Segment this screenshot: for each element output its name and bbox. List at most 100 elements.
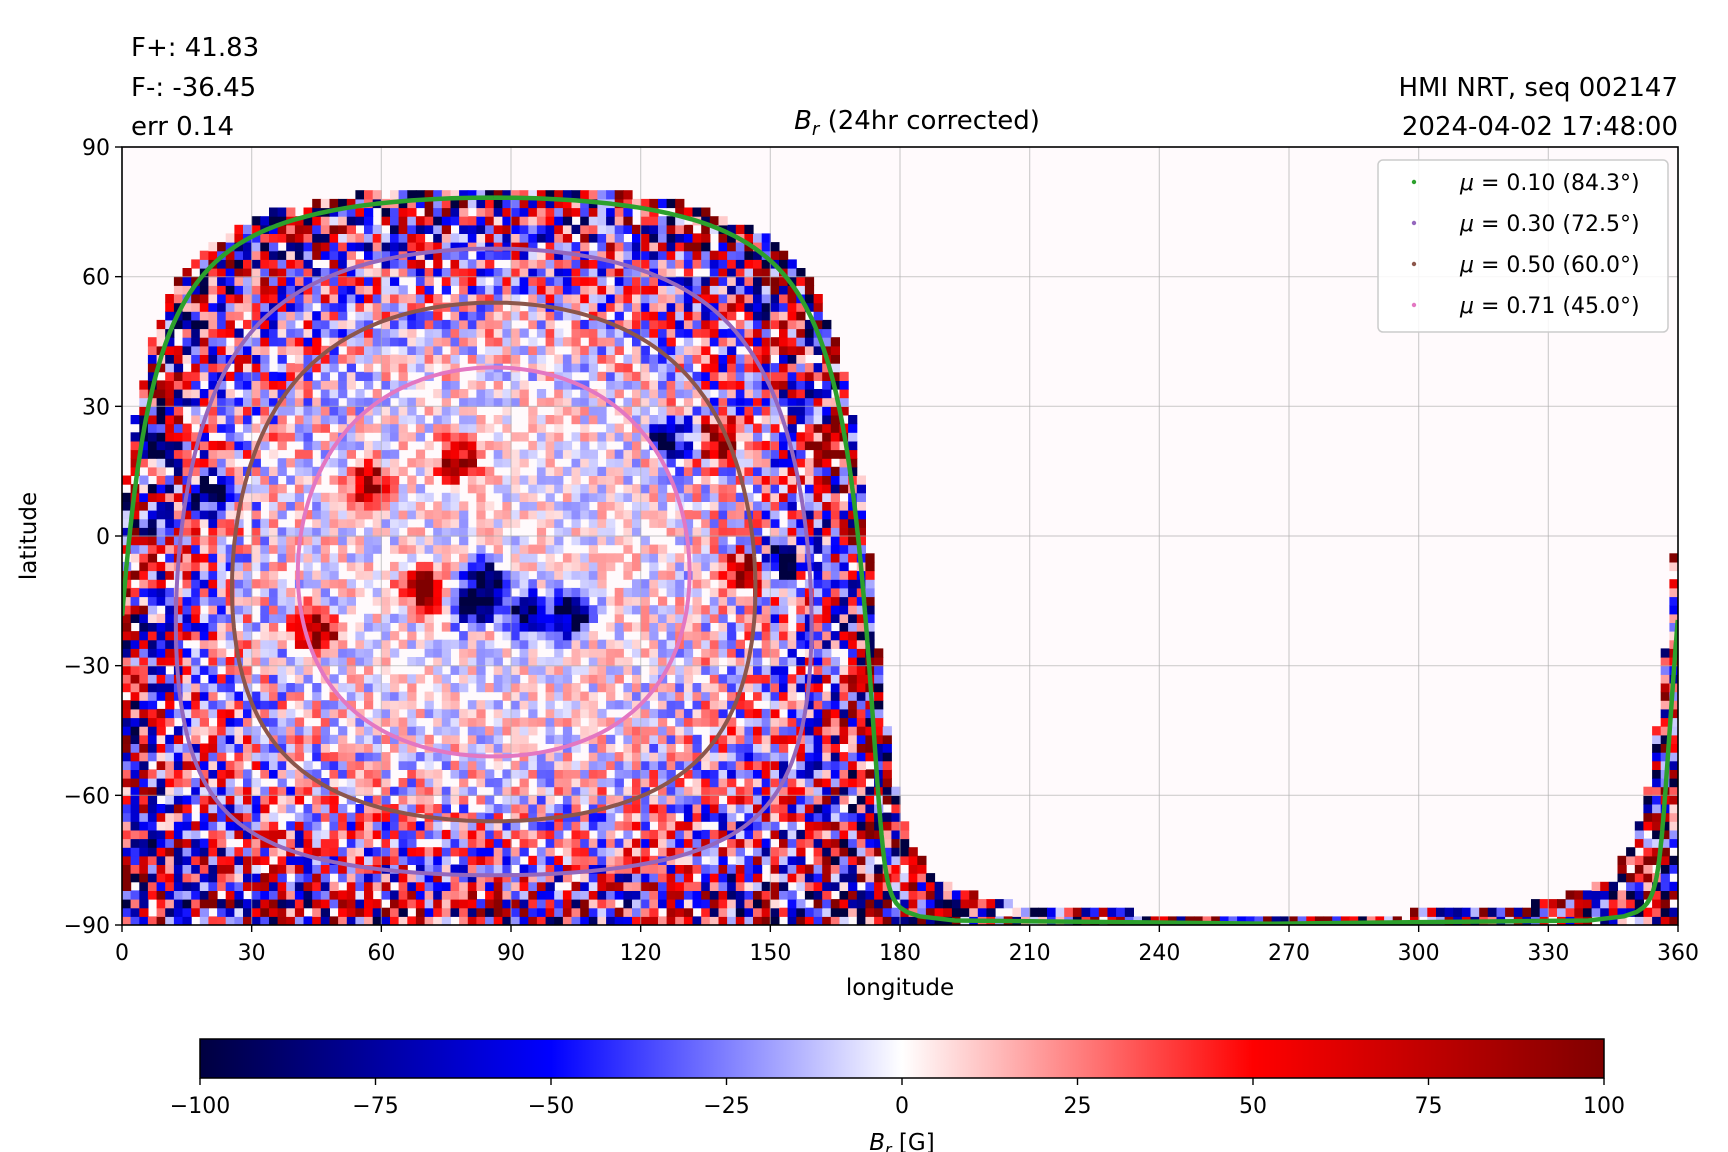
- heatmap-cell: [476, 596, 486, 606]
- heatmap-cell: [770, 579, 780, 589]
- heatmap-cell: [1574, 890, 1584, 900]
- heatmap-cell: [346, 907, 356, 917]
- heatmap-cell: [251, 527, 261, 537]
- heatmap-cell: [139, 527, 149, 537]
- heatmap-cell: [545, 657, 555, 667]
- heatmap-cell: [856, 786, 866, 796]
- heatmap-cell: [571, 795, 581, 805]
- heatmap-cell: [554, 657, 564, 667]
- heatmap-cell: [502, 622, 512, 632]
- heatmap-cell: [830, 475, 840, 485]
- heatmap-cell: [303, 855, 313, 865]
- heatmap-cell: [338, 899, 348, 909]
- heatmap-cell: [130, 873, 140, 883]
- heatmap-cell: [320, 873, 330, 883]
- heatmap-cell: [571, 665, 581, 675]
- heatmap-cell: [493, 648, 503, 658]
- heatmap-cell: [614, 881, 624, 891]
- heatmap-cell: [554, 432, 564, 442]
- heatmap-cell: [372, 899, 382, 909]
- heatmap-cell: [122, 622, 132, 632]
- heatmap-cell: [839, 397, 849, 407]
- heatmap-cell: [303, 605, 313, 615]
- heatmap-cell: [804, 518, 815, 528]
- heatmap-cell: [173, 510, 184, 520]
- heatmap-cell: [156, 752, 166, 762]
- heatmap-cell: [632, 743, 642, 753]
- heatmap-cell: [666, 708, 676, 719]
- heatmap-cell: [588, 458, 598, 468]
- heatmap-cell: [1652, 881, 1662, 891]
- heatmap-cell: [830, 795, 840, 805]
- heatmap-cell: [675, 864, 685, 874]
- heatmap-cell: [269, 786, 279, 796]
- heatmap-cell: [796, 700, 806, 710]
- heatmap-cell: [856, 752, 866, 762]
- heatmap-cell: [398, 812, 408, 822]
- heatmap-cell: [147, 708, 158, 719]
- heatmap-cell: [286, 432, 296, 442]
- heatmap-cell: [338, 752, 348, 762]
- heatmap-cell: [640, 734, 650, 744]
- heatmap-cell: [286, 613, 296, 623]
- heatmap-cell: [191, 829, 201, 840]
- heatmap-cell: [320, 397, 330, 407]
- heatmap-cell: [632, 907, 642, 917]
- heatmap-cell: [640, 812, 650, 822]
- heatmap-cell: [208, 752, 218, 762]
- heatmap-cell: [139, 812, 149, 822]
- heatmap-cell: [225, 501, 235, 511]
- heatmap-cell: [960, 907, 970, 917]
- heatmap-cell: [234, 527, 244, 537]
- heatmap-cell: [796, 752, 806, 762]
- heatmap-cell: [415, 639, 426, 649]
- heatmap-cell: [839, 795, 849, 805]
- heatmap-cell: [493, 440, 503, 451]
- heatmap-cell: [606, 734, 616, 744]
- heatmap-cell: [320, 440, 330, 451]
- heatmap-cell: [199, 397, 209, 407]
- heatmap-cell: [1660, 726, 1670, 736]
- heatmap-cell: [701, 890, 711, 900]
- heatmap-cell: [640, 855, 650, 865]
- heatmap-cell: [580, 778, 590, 788]
- heatmap-cell: [848, 847, 858, 857]
- heatmap-cell: [398, 432, 408, 442]
- heatmap-cell: [139, 639, 149, 649]
- heatmap-cell: [122, 778, 132, 788]
- heatmap-cell: [709, 553, 719, 563]
- heatmap-cell: [597, 536, 607, 546]
- heatmap-cell: [511, 536, 521, 546]
- heatmap-cell: [355, 899, 365, 909]
- heatmap-cell: [312, 501, 322, 511]
- heatmap-cell: [874, 838, 884, 848]
- heatmap-cell: [173, 743, 184, 753]
- heatmap-cell: [822, 873, 832, 883]
- heatmap-cell: [536, 795, 547, 805]
- heatmap-cell: [597, 752, 607, 762]
- heatmap-cell: [372, 855, 382, 865]
- heatmap-cell: [580, 847, 590, 857]
- heatmap-cell: [390, 726, 400, 736]
- heatmap-cell: [882, 726, 892, 736]
- heatmap-cell: [390, 916, 400, 925]
- heatmap-cell: [441, 743, 451, 753]
- heatmap-cell: [199, 389, 209, 399]
- heatmap-cell: [1652, 769, 1662, 779]
- heatmap-cell: [562, 726, 573, 736]
- heatmap-cell: [519, 561, 529, 572]
- heatmap-cell: [450, 726, 460, 736]
- heatmap-cell: [277, 674, 287, 684]
- heatmap-cell: [554, 829, 564, 840]
- heatmap-cell: [303, 415, 313, 425]
- heatmap-cell: [338, 657, 348, 667]
- heatmap-cell: [804, 734, 815, 744]
- heatmap-cell: [588, 544, 598, 554]
- heatmap-cell: [830, 734, 840, 744]
- heatmap-cell: [804, 795, 815, 805]
- heatmap-cell: [779, 752, 789, 762]
- heatmap-cell: [346, 812, 356, 822]
- heatmap-cell: [640, 890, 650, 900]
- heatmap-cell: [718, 458, 728, 468]
- heatmap-cell: [554, 613, 564, 623]
